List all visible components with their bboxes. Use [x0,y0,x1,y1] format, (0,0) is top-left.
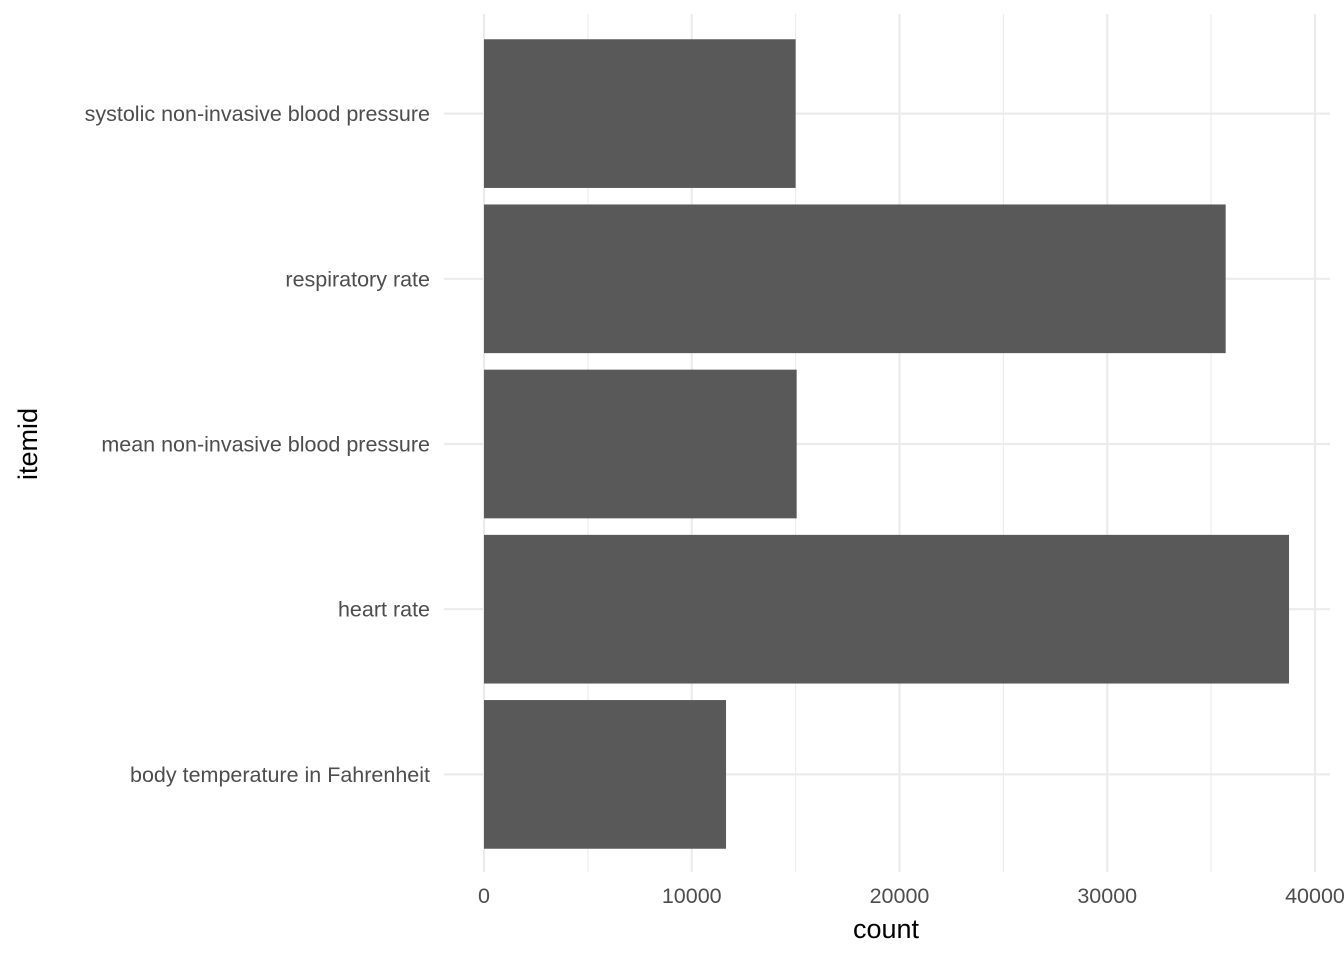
bar [484,39,796,188]
bar [484,700,727,849]
bar [484,369,797,519]
y-tick-label: body temperature in Fahrenheit [130,763,430,787]
bar [484,534,1290,684]
x-tick-labels: 0 10000 20000 30000 40000 [478,884,1344,908]
x-tick-label: 20000 [870,884,930,908]
y-tick-label: mean non-invasive blood pressure [101,433,430,457]
bar [484,204,1226,354]
x-tick-label: 30000 [1077,884,1137,908]
y-tick-label: respiratory rate [285,267,430,291]
x-tick-label: 10000 [662,884,722,908]
y-tick-label: heart rate [338,598,430,622]
x-axis-title: count [853,914,920,944]
y-tick-label: systolic non-invasive blood pressure [85,102,430,126]
y-axis-title: itemid [13,408,43,480]
x-tick-label: 40000 [1285,884,1344,908]
x-tick-label: 0 [478,884,490,908]
y-tick-labels: body temperature in Fahrenheit heart rate… [85,102,430,787]
bars [484,39,1290,849]
